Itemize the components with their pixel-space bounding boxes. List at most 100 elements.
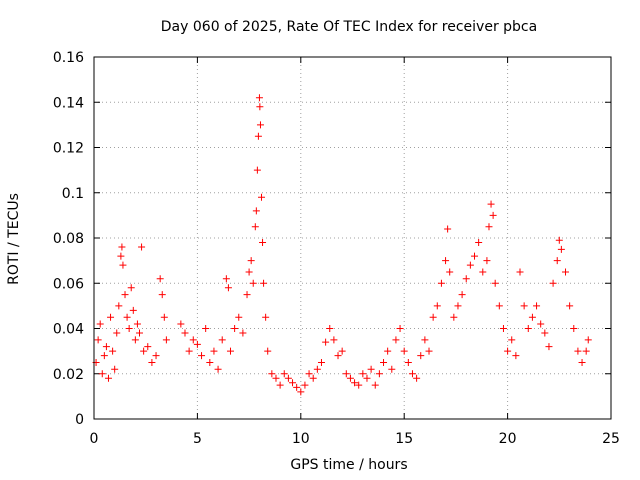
data-point [359,370,367,378]
data-point [483,257,491,265]
data-point [330,336,338,344]
data-point [152,352,160,360]
data-point [413,374,421,382]
data-point [297,388,305,396]
data-point [520,302,528,310]
data-point [326,325,334,332]
y-tick-label: 0.06 [53,276,84,292]
data-point [231,325,239,332]
data-point [121,291,129,299]
data-point [425,347,433,355]
data-point [367,365,375,373]
data-point [317,358,325,366]
x-tick-label: 10 [292,431,310,447]
data-point [218,336,226,344]
data-point [224,284,232,292]
data-point [487,200,495,208]
data-point [129,306,137,314]
data-point [549,279,557,287]
data-point [258,193,266,201]
data-point [351,379,359,387]
data-point [118,243,126,251]
data-point [380,358,388,366]
data-point [553,257,561,265]
data-point [206,358,214,366]
data-point [256,121,264,129]
data-point [260,279,268,287]
data-point [541,329,549,337]
x-axis-ticks: 0 5 10 15 20 25 [90,57,620,447]
data-point [458,291,466,299]
data-point [117,252,125,260]
data-point [125,325,133,332]
data-point [133,320,141,328]
y-tick-label: 0.14 [53,95,84,111]
data-point [545,343,553,351]
data-point [566,302,574,310]
data-point [479,268,487,276]
data-point [160,313,168,321]
data-point [437,279,445,287]
data-point [528,313,536,321]
data-point [499,325,507,332]
data-point [334,352,342,360]
data-point [189,336,197,344]
data-point [255,94,263,102]
data-point [388,365,396,373]
data-point [158,291,166,299]
data-point [235,313,243,321]
data-point [144,343,152,351]
data-point [408,370,416,378]
data-point [181,329,189,337]
data-point [243,291,251,299]
data-point [280,370,288,378]
data-point [247,257,255,265]
y-axis-label: ROTI / TECUs [6,193,22,285]
data-point [256,103,264,111]
data-point [462,275,470,283]
data-point [342,370,350,378]
data-point [355,381,363,389]
data-point [392,336,400,344]
x-tick-label: 0 [90,431,99,447]
data-point [533,302,541,310]
data-point [123,313,131,321]
data-point [404,358,412,366]
data-point [131,336,139,344]
x-tick-label: 15 [395,431,413,447]
x-axis-label: GPS time / hours [290,457,407,473]
data-point [489,211,497,219]
data-point [346,374,354,382]
data-point [485,223,493,231]
data-point [252,207,260,215]
data-point [104,374,112,382]
data-point [582,347,590,355]
data-point [210,347,218,355]
x-tick-label: 20 [499,431,517,447]
data-point [475,239,483,247]
data-point [400,347,408,355]
data-point [562,268,570,276]
chart-title: Day 060 of 2025, Rate Of TEC Index for r… [161,19,537,35]
data-point [442,257,450,265]
data-point [111,365,119,373]
data-point [293,383,301,391]
data-point [259,239,267,247]
data-point [301,381,309,389]
data-point [363,374,371,382]
data-point [491,279,499,287]
data-point [584,336,592,344]
data-point [524,325,532,332]
data-point [264,347,272,355]
x-tick-label: 5 [193,431,202,447]
data-point [578,358,586,366]
data-point [272,374,280,382]
data-point [309,374,317,382]
data-point [135,329,143,337]
data-point [421,336,429,344]
data-point [512,352,520,360]
data-point [417,352,425,360]
data-point [570,325,578,332]
data-point [254,132,262,140]
y-tick-label: 0.12 [53,141,84,157]
